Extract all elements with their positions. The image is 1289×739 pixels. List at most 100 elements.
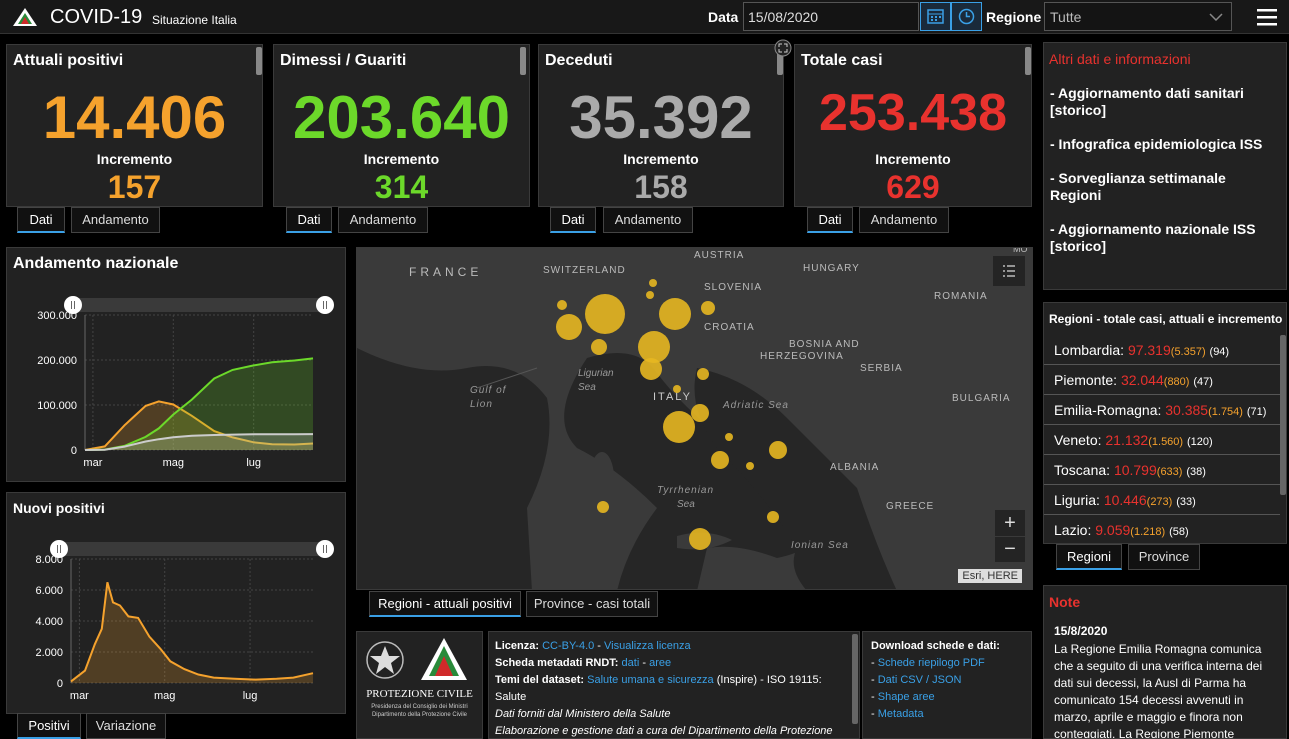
map-bubble-trentino[interactable] (646, 291, 654, 299)
licenza-label: Licenza: (495, 640, 540, 652)
date-input[interactable]: 15/08/2020 (743, 2, 919, 31)
card-value: 253.438 (819, 84, 1007, 142)
list-item[interactable]: Toscana: 10.799(633) (38) (1044, 455, 1280, 485)
scheda-dati-link[interactable]: dati (621, 657, 640, 669)
temi-rest2: Salute (495, 691, 527, 703)
protezione-civile-logo-icon (13, 8, 37, 26)
list-icon (1003, 265, 1015, 277)
map-bubble-liguria[interactable] (591, 339, 607, 355)
map-bubble-puglia[interactable] (769, 441, 787, 459)
scheda-aree-link[interactable]: aree (649, 657, 672, 669)
slider-handle[interactable] (50, 540, 68, 558)
zoom-in-button[interactable]: + (995, 510, 1025, 537)
dati-forniti: Dati forniti dal Ministero della Salute (495, 708, 671, 720)
map-bubble-toscana[interactable] (640, 358, 662, 380)
link-infografica[interactable]: - Infografica epidemiologica ISS (1050, 136, 1263, 152)
list-item[interactable]: Emilia-Romagna: 30.385(1.754) (71) (1044, 395, 1280, 425)
map-bubble-molise[interactable] (725, 433, 733, 441)
download-csv-link[interactable]: Dati CSV / JSON (877, 674, 962, 686)
protezione-civile-logo-icon (421, 638, 467, 680)
x-tick-label: mar (83, 457, 102, 469)
range-slider[interactable] (59, 542, 325, 556)
map-bubble-umbria[interactable] (673, 385, 681, 393)
map-bubble-piemonte[interactable] (556, 314, 582, 340)
scrollbar[interactable] (777, 47, 783, 75)
card-value: 35.392 (569, 84, 753, 151)
map-label: HUNGARY (803, 263, 860, 274)
visualizza-licenza-link[interactable]: Visualizza licenza (604, 640, 691, 652)
slider-handle[interactable] (316, 296, 334, 314)
region-name: Liguria: (1054, 492, 1100, 508)
map-bubble-sicilia[interactable] (689, 528, 711, 550)
list-item[interactable]: Lazio: 9.059(1.218) (58) (1044, 515, 1280, 543)
tab-regioni-attuali[interactable]: Regioni - attuali positivi (369, 591, 521, 617)
map-bubble-friuli[interactable] (701, 301, 715, 315)
tab-variazione[interactable]: Variazione (86, 713, 166, 739)
map-bubble-emilia-romagna[interactable] (638, 331, 670, 363)
map-bubble-veneto[interactable] (659, 298, 691, 330)
region-incr: (94) (1209, 346, 1230, 358)
licenza-link[interactable]: CC-BY-4.0 (542, 640, 595, 652)
scrollbar[interactable] (852, 634, 858, 724)
note-title: Note (1049, 594, 1081, 610)
tab-province-casi[interactable]: Province - casi totali (526, 591, 658, 617)
tab-province[interactable]: Province (1128, 544, 1200, 570)
menu-button[interactable] (1257, 8, 1277, 26)
range-slider[interactable] (73, 298, 325, 312)
list-item[interactable]: Piemonte: 32.044(880) (47) (1044, 365, 1280, 395)
map-bubble-basilicata[interactable] (746, 462, 754, 470)
map-view[interactable]: FRANCE SWITZERLAND AUSTRIA HUNGARY SLOVE… (356, 247, 1033, 590)
legend-button[interactable] (993, 256, 1025, 286)
map-bubble-calabria[interactable] (767, 511, 779, 523)
region-attuali: 1.218 (1133, 526, 1162, 538)
tab-dati[interactable]: Dati (286, 207, 332, 233)
logo-sub1: Presidenza del Consiglio dei Ministri (371, 704, 468, 710)
expand-icon[interactable] (774, 39, 792, 57)
tab-regioni[interactable]: Regioni (1056, 544, 1122, 570)
tab-positivi[interactable]: Positivi (17, 713, 81, 739)
map-bubble-lombardia[interactable] (585, 294, 625, 334)
altri-dati-panel: Altri dati e informazioni - Aggiornament… (1043, 42, 1287, 290)
tab-dati[interactable]: Dati (17, 207, 65, 233)
download-shape-link[interactable]: Shape aree (877, 691, 935, 703)
tab-andamento[interactable]: Andamento (859, 207, 949, 233)
temi-rest: (Inspire) - ISO 19115: (716, 674, 822, 686)
series-area (71, 582, 313, 683)
region-select[interactable]: Tutte (1044, 2, 1232, 31)
list-item[interactable]: Veneto: 21.132(1.560) (120) (1044, 425, 1280, 455)
calendar-button[interactable] (920, 2, 951, 31)
link-aggiornamento-iss[interactable]: - Aggiornamento nazionale ISS [storico] (1050, 221, 1256, 254)
zoom-out-button[interactable]: − (1004, 538, 1016, 560)
temi-link[interactable]: Salute umana e sicurezza (587, 674, 714, 686)
download-metadata-link[interactable]: Metadata (877, 708, 924, 720)
link-aggiornamento-dati[interactable]: - Aggiornamento dati sanitari [storico] (1050, 85, 1244, 118)
slider-handle[interactable] (64, 296, 82, 314)
map-bubble-marche[interactable] (697, 368, 709, 380)
tab-dati[interactable]: Dati (550, 207, 596, 233)
map-label: Ionian Sea (791, 540, 849, 551)
download-pdf-link[interactable]: Schede riepilogo PDF (877, 657, 985, 669)
map-bubble-alto-adige[interactable] (649, 279, 657, 287)
card-dimessi-guariti: Dimessi / Guariti 203.640 Incremento 314 (273, 44, 530, 207)
region-incr: (38) (1186, 466, 1206, 478)
scrollbar[interactable] (520, 47, 526, 75)
map-attribution[interactable]: Esri, HERE (958, 569, 1022, 583)
tab-dati[interactable]: Dati (807, 207, 853, 233)
scrollbar[interactable] (256, 47, 262, 75)
map-bubble-lazio[interactable] (663, 411, 695, 443)
slider-handle[interactable] (316, 540, 334, 558)
tab-andamento[interactable]: Andamento (71, 207, 160, 233)
map-bubble-valle-aosta[interactable] (557, 300, 567, 310)
list-item[interactable]: Liguria: 10.446(273) (33) (1044, 485, 1280, 515)
link-sorveglianza[interactable]: - Sorveglianza settimanale Regioni (1050, 170, 1226, 203)
scrollbar[interactable] (1025, 47, 1031, 75)
scrollbar[interactable] (1280, 335, 1286, 495)
tab-andamento[interactable]: Andamento (338, 207, 428, 233)
tab-andamento[interactable]: Andamento (603, 207, 693, 233)
list-item[interactable]: Lombardia: 97.319(5.357) (94) (1044, 335, 1280, 365)
map-bubble-campania[interactable] (711, 451, 729, 469)
time-button[interactable] (951, 2, 982, 31)
map-bubble-sardegna[interactable] (597, 501, 609, 513)
map-bubble-abruzzo[interactable] (691, 404, 709, 422)
regioni-title: Regioni - totale casi, attuali e increme… (1049, 312, 1283, 326)
